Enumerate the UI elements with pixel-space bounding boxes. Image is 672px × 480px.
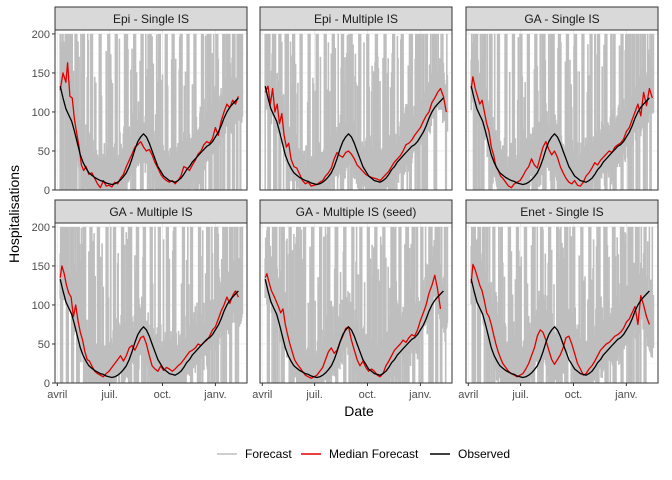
y-tick-label: 150 xyxy=(32,261,50,273)
legend-item-median: Median Forecast xyxy=(301,447,419,461)
forecast-band xyxy=(59,33,244,190)
legend-label-forecast: Forecast xyxy=(245,447,292,461)
panel-title: Epi - Multiple IS xyxy=(314,12,398,26)
panel: GA - Single IS xyxy=(465,6,659,191)
legend-item-forecast: Forecast xyxy=(217,447,292,461)
x-tick-label: oct. xyxy=(359,389,377,401)
panel-title: GA - Multiple IS xyxy=(109,205,192,219)
panel-border xyxy=(259,29,453,191)
x-tick-label: avril xyxy=(47,389,67,401)
y-tick-label: 50 xyxy=(38,339,50,351)
median-forecast-line xyxy=(264,85,447,187)
y-tick-label: 50 xyxy=(38,146,50,158)
panel-title: GA - Single IS xyxy=(524,12,599,26)
panel-border xyxy=(54,29,248,191)
x-tick-label: avril xyxy=(458,389,478,401)
panel-border xyxy=(465,222,659,384)
panel-border xyxy=(259,222,453,384)
panel-title: Enet - Single IS xyxy=(520,205,603,219)
observed-line xyxy=(59,86,239,186)
y-tick-label: 0 xyxy=(44,185,50,197)
panel: GA - Multiple IS 0 50 100 150 200 avril juil. oc… xyxy=(32,199,248,401)
panel: Enet - Single IS avril juil. oct. janv. xyxy=(458,199,659,401)
legend-label-median: Median Forecast xyxy=(329,447,419,461)
y-tick-label: 0 xyxy=(44,378,50,390)
legend-label-observed: Observed xyxy=(458,447,510,461)
panel-border xyxy=(465,29,659,191)
y-axis-title: Hospitalisations xyxy=(6,165,22,263)
legend: Forecast Median Forecast Observed xyxy=(217,447,510,461)
x-axis-title: Date xyxy=(344,403,374,419)
y-tick-label: 100 xyxy=(32,107,50,119)
y-tick-label: 200 xyxy=(32,222,50,234)
panel-title: GA - Multiple IS (seed) xyxy=(296,205,417,219)
y-tick-label: 150 xyxy=(32,68,50,80)
y-tick-label: 100 xyxy=(32,300,50,312)
x-tick-label: juil. xyxy=(305,389,323,401)
forecast-series xyxy=(59,33,244,190)
x-tick-label: janv. xyxy=(203,389,226,401)
x-tick-label: juil. xyxy=(511,389,529,401)
x-tick-label: oct. xyxy=(565,389,583,401)
observed-line xyxy=(470,86,650,186)
panel-title: Epi - Single IS xyxy=(113,12,189,26)
x-tick-label: janv. xyxy=(614,389,637,401)
forecast-band xyxy=(264,33,449,190)
median-forecast-line xyxy=(470,263,651,378)
panel: Epi - Multiple IS xyxy=(259,6,453,191)
observed-line xyxy=(59,279,239,379)
y-tick-label: 200 xyxy=(32,29,50,41)
x-tick-label: juil. xyxy=(100,389,118,401)
x-tick-label: janv. xyxy=(408,389,431,401)
forecast-series xyxy=(264,33,449,190)
panel: GA - Multiple IS (seed) avril juil. oct. jan… xyxy=(252,199,453,401)
x-tick-label: avril xyxy=(252,389,272,401)
panel: Epi - Single IS 0 50 100 150 200 xyxy=(32,6,248,197)
observed-line xyxy=(264,86,444,186)
panel-border xyxy=(54,222,248,384)
observed-line xyxy=(264,279,444,379)
legend-item-observed: Observed xyxy=(430,447,510,461)
observed-line xyxy=(470,279,650,379)
x-tick-label: oct. xyxy=(154,389,172,401)
panels-layer: Epi - Single IS 0 50 100 150 200 Epi - Multipl… xyxy=(32,6,659,401)
